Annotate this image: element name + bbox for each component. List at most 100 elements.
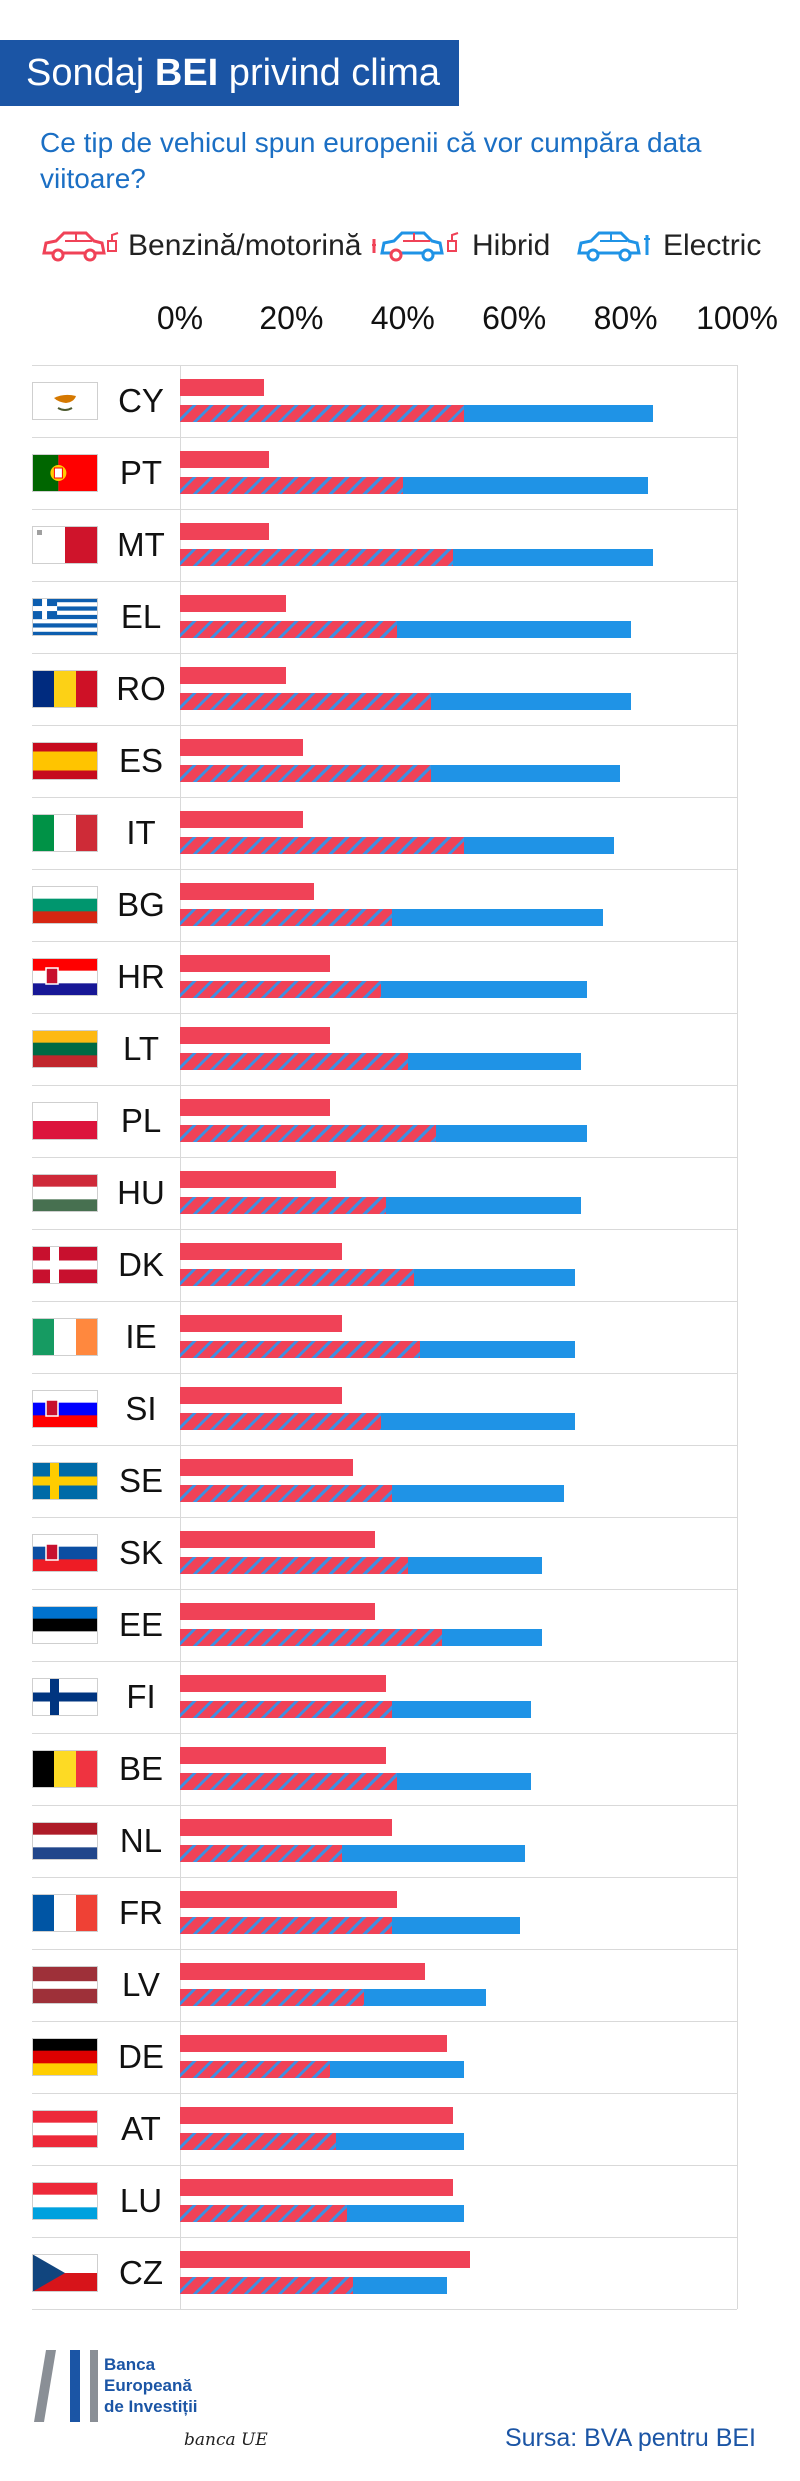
country-code: LV — [122, 1966, 160, 2003]
greece-flag-icon — [32, 598, 98, 637]
x-tick-label: 40% — [370, 300, 435, 336]
bar-hybrid — [180, 1125, 437, 1142]
bar-hybrid — [180, 765, 431, 782]
bar-petrol — [180, 1531, 375, 1548]
bar-hybrid — [180, 981, 381, 998]
ireland-flag-icon — [32, 1318, 99, 1356]
eib-logo-icon — [34, 2350, 98, 2422]
electric-car-icon — [577, 231, 650, 262]
chart-area: 0% 20% 40% 60% 80% 100% CY PT MT EL RO ES IT BG HR LT PL… — [0, 300, 800, 2320]
bar-hybrid — [180, 1485, 392, 1502]
latvia-flag-icon — [32, 1966, 98, 2005]
hybrid-car-icon — [372, 231, 459, 262]
country-code: BE — [118, 1750, 164, 1787]
country-code: HU — [117, 1174, 165, 1211]
malta-flag-icon — [32, 526, 98, 564]
bar-hybrid — [180, 405, 465, 422]
source-note: Sursa: BVA pentru BEI — [504, 2424, 756, 2452]
bar-hybrid — [180, 477, 403, 494]
bar-petrol — [180, 883, 314, 900]
country-code: LU — [119, 2182, 163, 2219]
row-separator — [32, 1229, 737, 1230]
row-separator — [32, 1085, 737, 1086]
bar-petrol — [180, 2179, 453, 2196]
slovakia-flag-icon — [32, 1534, 98, 1573]
bar-petrol — [180, 1315, 342, 1332]
romania-flag-icon — [32, 670, 99, 708]
slovenia-flag-icon — [32, 1390, 98, 1429]
legend-item-petrol: Benzină/motorină — [40, 225, 361, 267]
grid-line-vertical — [737, 365, 738, 2309]
portugal-flag-icon — [32, 454, 98, 492]
bar-petrol — [180, 811, 303, 828]
bar-petrol — [180, 595, 286, 612]
bar-petrol — [180, 1603, 375, 1620]
france-flag-icon — [32, 1894, 99, 1932]
country-code: FR — [119, 1894, 163, 1931]
country-code: MT — [117, 526, 165, 563]
row-separator — [32, 2021, 737, 2022]
row-separator — [32, 1517, 737, 1518]
bar-hybrid — [180, 1053, 409, 1070]
bar-hybrid — [180, 837, 465, 854]
bar-hybrid — [180, 2277, 353, 2294]
row-separator — [32, 1805, 737, 1806]
netherlands-flag-icon — [32, 1822, 98, 1861]
bar-hybrid — [180, 693, 431, 710]
row-separator — [32, 581, 737, 582]
row-separator — [32, 1733, 737, 1734]
poland-flag-icon — [32, 1102, 98, 1141]
country-code: FI — [126, 1678, 156, 1715]
bar-hybrid — [180, 1413, 381, 1430]
x-tick-label: 80% — [593, 300, 658, 336]
country-code: IE — [125, 1318, 157, 1355]
country-code: SE — [118, 1462, 164, 1499]
bar-petrol — [180, 1243, 342, 1260]
row-separator — [32, 437, 737, 438]
row-separator — [32, 653, 737, 654]
row-separator — [32, 1661, 737, 1662]
row-separator — [32, 1013, 737, 1014]
czechia-flag-icon — [32, 2254, 98, 2292]
belgium-flag-icon — [32, 1750, 99, 1788]
row-separator — [32, 2309, 737, 2310]
country-code: CZ — [119, 2254, 163, 2291]
legend-item-hybrid: Hibrid — [370, 225, 550, 267]
country-code: EL — [120, 598, 162, 635]
bar-hybrid — [180, 2205, 348, 2222]
italy-flag-icon — [32, 814, 99, 852]
hungary-flag-icon — [32, 1174, 98, 1213]
country-code: PT — [119, 454, 163, 491]
bar-petrol — [180, 955, 331, 972]
country-code: NL — [119, 1822, 163, 1859]
estonia-flag-icon — [32, 1606, 98, 1645]
petrol-car-icon — [42, 231, 119, 262]
bar-petrol — [180, 523, 270, 540]
row-separator — [32, 725, 737, 726]
legend-label-electric: Electric — [663, 229, 762, 262]
bar-petrol — [180, 1171, 336, 1188]
lithuania-flag-icon — [32, 1030, 98, 1069]
bar-petrol — [180, 1099, 331, 1116]
row-separator — [32, 2165, 737, 2166]
bar-hybrid — [180, 1197, 387, 1214]
row-separator — [32, 1301, 737, 1302]
bar-hybrid — [180, 549, 453, 566]
row-separator — [32, 1445, 737, 1446]
austria-flag-icon — [32, 2110, 98, 2149]
row-separator — [32, 1949, 737, 1950]
bar-petrol — [180, 739, 303, 756]
bar-hybrid — [180, 1629, 442, 1646]
bar-hybrid — [180, 1845, 342, 1862]
bar-petrol — [180, 1963, 426, 1980]
bar-petrol — [180, 451, 270, 468]
row-separator — [32, 2093, 737, 2094]
bar-hybrid — [180, 621, 398, 638]
page-title: Sondaj BEI privind clima — [26, 52, 440, 94]
denmark-flag-icon — [32, 1246, 98, 1284]
row-separator — [32, 1877, 737, 1878]
title-banner: Sondaj BEI privind clima — [0, 40, 459, 106]
legend-label-petrol: Benzină/motorină — [128, 229, 362, 262]
bar-hybrid — [180, 2133, 336, 2150]
country-code: SI — [125, 1390, 157, 1427]
